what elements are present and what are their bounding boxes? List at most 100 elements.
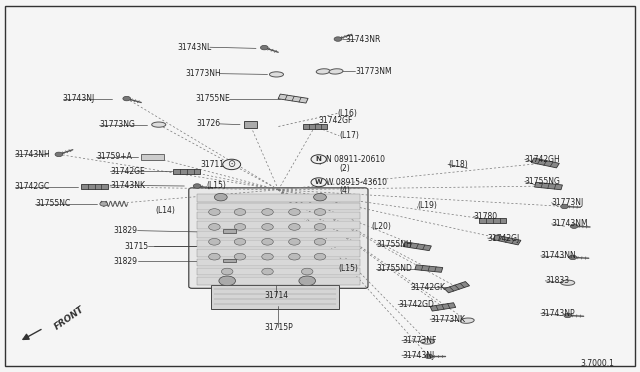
Ellipse shape: [460, 318, 474, 323]
Circle shape: [262, 224, 273, 230]
Text: 31833: 31833: [545, 276, 570, 285]
Circle shape: [314, 253, 326, 260]
Text: (2): (2): [339, 164, 350, 173]
Text: (L18): (L18): [448, 160, 468, 169]
Circle shape: [262, 209, 273, 215]
Text: 31773NK: 31773NK: [430, 315, 465, 324]
Text: 31711: 31711: [200, 160, 224, 169]
Text: 31755NG: 31755NG: [525, 177, 561, 186]
Text: 31780: 31780: [474, 212, 498, 221]
Text: N 08911-20610: N 08911-20610: [326, 155, 385, 164]
Text: 31743NH: 31743NH: [15, 150, 51, 159]
Circle shape: [564, 313, 572, 318]
Bar: [493, 235, 521, 245]
Text: 31773NF: 31773NF: [402, 336, 436, 345]
Circle shape: [262, 268, 273, 275]
Text: 31715: 31715: [124, 242, 148, 251]
Circle shape: [314, 193, 326, 201]
Bar: [531, 158, 559, 168]
Circle shape: [289, 209, 300, 215]
Bar: [197, 240, 360, 247]
Circle shape: [301, 268, 313, 275]
Bar: [197, 212, 360, 219]
Text: 31715P: 31715P: [264, 323, 292, 332]
Text: 31743NR: 31743NR: [346, 35, 381, 44]
Circle shape: [209, 238, 220, 245]
Circle shape: [262, 238, 273, 245]
Bar: [197, 221, 360, 229]
Circle shape: [234, 238, 246, 245]
Text: 31773NJ: 31773NJ: [552, 198, 584, 207]
Text: FRONT: FRONT: [52, 305, 86, 332]
Text: 31742GF: 31742GF: [319, 116, 353, 125]
Text: 31755NC: 31755NC: [35, 199, 70, 208]
Text: (L20): (L20): [371, 222, 391, 231]
Circle shape: [289, 224, 300, 230]
Circle shape: [260, 45, 268, 50]
Ellipse shape: [329, 69, 343, 74]
Circle shape: [234, 209, 246, 215]
Circle shape: [209, 209, 220, 215]
Text: 31742GC: 31742GC: [15, 182, 50, 191]
Bar: [430, 303, 456, 311]
Text: 31829: 31829: [114, 257, 138, 266]
Circle shape: [425, 354, 433, 359]
Text: 31755ND: 31755ND: [376, 264, 412, 273]
Bar: [444, 282, 470, 293]
Circle shape: [311, 178, 326, 187]
Text: (L16): (L16): [337, 109, 357, 118]
Circle shape: [209, 224, 220, 230]
Circle shape: [569, 255, 577, 260]
Bar: [223, 229, 236, 232]
Bar: [197, 203, 360, 210]
Bar: [197, 194, 360, 202]
Text: 31742GJ: 31742GJ: [488, 234, 520, 243]
Circle shape: [223, 159, 241, 170]
Circle shape: [561, 204, 568, 209]
Bar: [479, 218, 506, 222]
Text: 31773NH: 31773NH: [185, 69, 221, 78]
Circle shape: [262, 253, 273, 260]
Bar: [197, 249, 360, 257]
Text: 31743NJ: 31743NJ: [402, 351, 434, 360]
Text: N: N: [316, 156, 322, 162]
Text: (4): (4): [339, 186, 350, 195]
FancyBboxPatch shape: [244, 121, 257, 128]
Text: (L15): (L15): [206, 181, 226, 190]
Circle shape: [289, 238, 300, 245]
Circle shape: [234, 224, 246, 230]
Circle shape: [299, 276, 316, 286]
Bar: [81, 185, 108, 189]
Text: 31742GH: 31742GH: [525, 155, 561, 164]
Ellipse shape: [420, 339, 435, 344]
Bar: [223, 259, 236, 262]
Circle shape: [289, 253, 300, 260]
Circle shape: [219, 276, 236, 286]
Text: 31773NM: 31773NM: [355, 67, 392, 76]
Bar: [197, 277, 360, 285]
Text: 31742GK: 31742GK: [411, 283, 446, 292]
Bar: [303, 124, 327, 129]
Circle shape: [214, 193, 227, 201]
Circle shape: [221, 268, 233, 275]
Bar: [197, 268, 360, 275]
Bar: [415, 265, 443, 272]
Circle shape: [234, 253, 246, 260]
Ellipse shape: [561, 280, 575, 285]
Text: 31743NN: 31743NN: [541, 251, 577, 260]
Circle shape: [123, 96, 131, 101]
Circle shape: [100, 202, 108, 206]
Bar: [173, 169, 200, 173]
Text: (L15): (L15): [338, 264, 358, 273]
Text: 31714: 31714: [264, 291, 289, 300]
Text: (L17): (L17): [339, 131, 359, 140]
Text: (L14): (L14): [155, 206, 175, 215]
Circle shape: [570, 224, 578, 228]
Ellipse shape: [152, 122, 166, 127]
Text: W 08915-43610: W 08915-43610: [326, 178, 387, 187]
Circle shape: [209, 253, 220, 260]
Text: 31743NM: 31743NM: [552, 219, 588, 228]
Text: 31759+A: 31759+A: [96, 153, 132, 161]
Text: 31726: 31726: [196, 119, 221, 128]
Text: 31743NK: 31743NK: [110, 181, 145, 190]
